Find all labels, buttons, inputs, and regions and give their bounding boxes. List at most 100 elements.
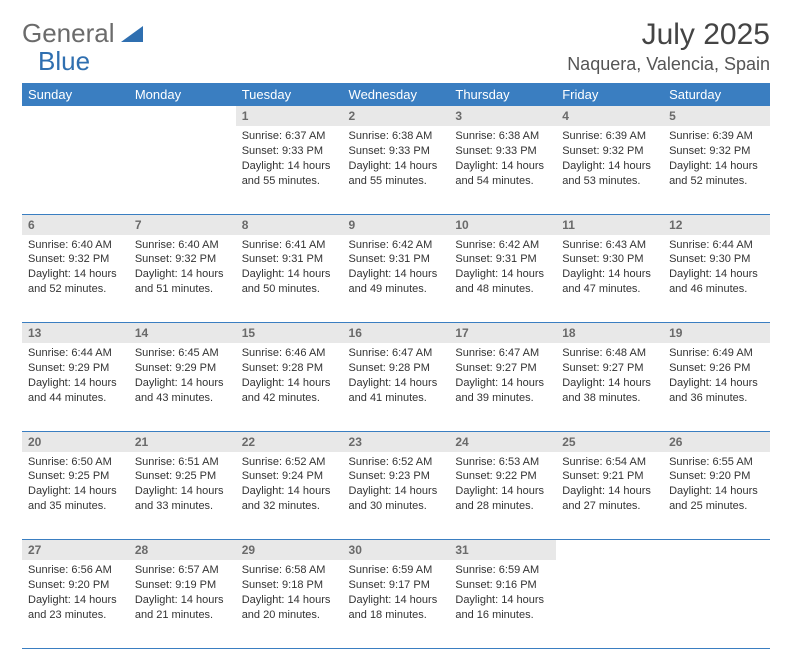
field-label: Sunrise: — [669, 456, 712, 468]
field-label: Daylight: — [28, 268, 74, 280]
day-details: Sunrise: 6:42 AMSunset: 9:31 PMDaylight:… — [449, 235, 556, 303]
field-label: Daylight: — [455, 377, 501, 389]
field-value: 9:32 PM — [68, 253, 109, 265]
field-label: Daylight: — [455, 594, 501, 606]
field-label: Sunrise: — [349, 347, 392, 359]
weekday-header: Wednesday — [343, 83, 450, 106]
field-value: 6:40 AM — [178, 239, 218, 251]
logo-text-general: General — [22, 18, 115, 49]
field-label: Sunset: — [28, 579, 68, 591]
day-details: Sunrise: 6:38 AMSunset: 9:33 PMDaylight:… — [449, 126, 556, 194]
day-cell: Sunrise: 6:56 AMSunset: 9:20 PMDaylight:… — [22, 560, 129, 648]
field-label: Sunset: — [455, 145, 495, 157]
logo: General — [22, 18, 145, 49]
field-label: Sunrise: — [562, 456, 605, 468]
field-label: Daylight: — [349, 160, 395, 172]
field-value: 9:16 PM — [496, 579, 537, 591]
day-details: Sunrise: 6:53 AMSunset: 9:22 PMDaylight:… — [449, 452, 556, 520]
field-value: 9:22 PM — [496, 470, 537, 482]
field-label: Sunset: — [349, 145, 389, 157]
field-value: 9:17 PM — [389, 579, 430, 591]
day-cell: Sunrise: 6:50 AMSunset: 9:25 PMDaylight:… — [22, 452, 129, 540]
day-cell: Sunrise: 6:41 AMSunset: 9:31 PMDaylight:… — [236, 235, 343, 323]
day-details: Sunrise: 6:44 AMSunset: 9:30 PMDaylight:… — [663, 235, 770, 303]
day-cell: Sunrise: 6:54 AMSunset: 9:21 PMDaylight:… — [556, 452, 663, 540]
day-number: 9 — [343, 215, 450, 235]
field-value: 6:55 AM — [712, 456, 752, 468]
day-details: Sunrise: 6:37 AMSunset: 9:33 PMDaylight:… — [236, 126, 343, 194]
field-label: Sunset: — [349, 362, 389, 374]
day-number: 4 — [556, 106, 663, 126]
day-number: 30 — [343, 540, 450, 560]
day-details: Sunrise: 6:50 AMSunset: 9:25 PMDaylight:… — [22, 452, 129, 520]
field-label: Sunrise: — [455, 564, 498, 576]
day-cell: Sunrise: 6:51 AMSunset: 9:25 PMDaylight:… — [129, 452, 236, 540]
weekday-header: Tuesday — [236, 83, 343, 106]
day-details: Sunrise: 6:39 AMSunset: 9:32 PMDaylight:… — [663, 126, 770, 194]
field-value: 9:31 PM — [282, 253, 323, 265]
field-label: Sunset: — [562, 470, 602, 482]
field-label: Sunset: — [562, 145, 602, 157]
day-details: Sunrise: 6:38 AMSunset: 9:33 PMDaylight:… — [343, 126, 450, 194]
field-value: 6:47 AM — [392, 347, 432, 359]
day-cell: Sunrise: 6:40 AMSunset: 9:32 PMDaylight:… — [129, 235, 236, 323]
field-label: Daylight: — [135, 268, 181, 280]
field-label: Sunset: — [135, 362, 175, 374]
field-label: Sunrise: — [455, 456, 498, 468]
field-label: Daylight: — [28, 594, 74, 606]
weekday-header: Saturday — [663, 83, 770, 106]
field-value: 6:44 AM — [712, 239, 752, 251]
location-text: Naquera, Valencia, Spain — [567, 54, 770, 75]
field-label: Sunrise: — [242, 456, 285, 468]
field-label: Sunrise: — [28, 456, 71, 468]
day-cell: Sunrise: 6:47 AMSunset: 9:27 PMDaylight:… — [449, 343, 556, 431]
field-value: 6:56 AM — [71, 564, 111, 576]
field-label: Sunset: — [562, 253, 602, 265]
field-value: 6:51 AM — [178, 456, 218, 468]
title-block: July 2025 Naquera, Valencia, Spain — [567, 18, 770, 75]
day-number: 12 — [663, 215, 770, 235]
day-cell: Sunrise: 6:49 AMSunset: 9:26 PMDaylight:… — [663, 343, 770, 431]
field-value: 9:28 PM — [389, 362, 430, 374]
field-value: 9:33 PM — [389, 145, 430, 157]
field-label: Sunrise: — [135, 239, 178, 251]
day-cell: Sunrise: 6:47 AMSunset: 9:28 PMDaylight:… — [343, 343, 450, 431]
day-cell — [129, 126, 236, 214]
field-label: Sunset: — [349, 470, 389, 482]
field-value: 9:27 PM — [603, 362, 644, 374]
field-label: Sunset: — [669, 145, 709, 157]
day-number: 6 — [22, 215, 129, 235]
field-label: Sunset: — [135, 470, 175, 482]
field-label: Daylight: — [455, 160, 501, 172]
field-label: Sunrise: — [28, 564, 71, 576]
field-label: Sunset: — [349, 253, 389, 265]
field-value: 9:31 PM — [389, 253, 430, 265]
field-value: 9:18 PM — [282, 579, 323, 591]
daynum-row: 13141516171819 — [22, 323, 770, 344]
field-label: Sunrise: — [349, 239, 392, 251]
field-value: 6:37 AM — [285, 130, 325, 142]
day-number: 25 — [556, 432, 663, 452]
field-value: 6:52 AM — [392, 456, 432, 468]
day-number: 17 — [449, 323, 556, 343]
day-cell: Sunrise: 6:39 AMSunset: 9:32 PMDaylight:… — [663, 126, 770, 214]
field-value: 6:39 AM — [606, 130, 646, 142]
field-label: Daylight: — [242, 377, 288, 389]
day-cell: Sunrise: 6:53 AMSunset: 9:22 PMDaylight:… — [449, 452, 556, 540]
day-details: Sunrise: 6:58 AMSunset: 9:18 PMDaylight:… — [236, 560, 343, 628]
field-value: 9:29 PM — [175, 362, 216, 374]
day-number: 10 — [449, 215, 556, 235]
field-label: Sunrise: — [28, 347, 71, 359]
day-cell: Sunrise: 6:37 AMSunset: 9:33 PMDaylight:… — [236, 126, 343, 214]
field-label: Daylight: — [669, 268, 715, 280]
day-cell: Sunrise: 6:59 AMSunset: 9:17 PMDaylight:… — [343, 560, 450, 648]
field-label: Daylight: — [242, 268, 288, 280]
day-cell: Sunrise: 6:42 AMSunset: 9:31 PMDaylight:… — [343, 235, 450, 323]
field-label: Sunrise: — [242, 239, 285, 251]
field-label: Sunset: — [349, 579, 389, 591]
day-number: 18 — [556, 323, 663, 343]
weekday-header: Sunday — [22, 83, 129, 106]
daynum-row: 12345 — [22, 106, 770, 126]
day-cell: Sunrise: 6:55 AMSunset: 9:20 PMDaylight:… — [663, 452, 770, 540]
weekday-header-row: SundayMondayTuesdayWednesdayThursdayFrid… — [22, 83, 770, 106]
